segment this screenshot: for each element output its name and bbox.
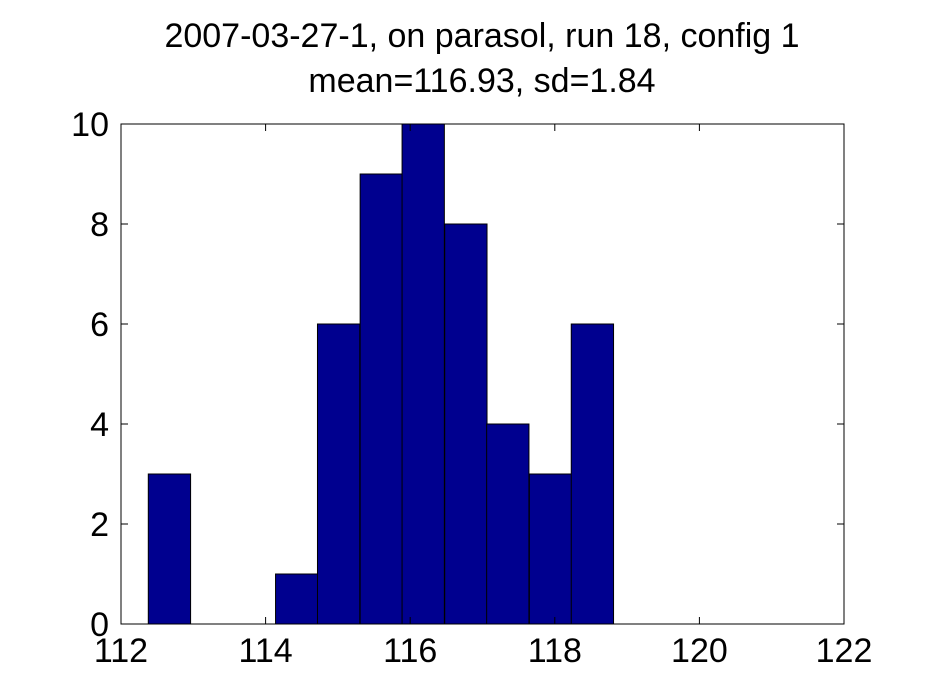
x-axis: 112 114 116 118 120 122 [94,124,872,670]
x-tick-label: 118 [528,632,582,670]
histogram-bar [486,423,530,625]
chart-subtitle: mean=116.93, sd=1.84 [308,62,655,100]
histogram-bar [316,323,361,625]
histogram-bar [359,173,403,625]
histogram-bar [147,473,192,625]
y-tick-label: 6 [90,306,109,344]
x-tick-label: 114 [238,632,292,670]
histogram-bar [401,123,445,625]
x-tick-label: 122 [816,632,873,670]
x-tick-label: 120 [671,632,728,670]
y-tick-label: 2 [90,506,109,544]
y-tick-label: 8 [90,206,109,244]
y-tick-label: 0 [90,606,109,644]
histogram-bar [570,323,615,625]
x-tick-label: 112 [94,632,148,670]
axes-box [120,123,845,625]
histogram-bar [275,573,319,625]
x-tick-label: 116 [383,632,437,670]
histogram-bar [444,223,488,625]
y-tick-label: 10 [71,106,109,144]
chart-title: 2007-03-27-1, on parasol, run 18, config… [164,17,799,55]
y-tick-label: 4 [90,406,109,444]
histogram-bar [528,473,573,625]
bars-group [147,123,615,625]
y-axis: 0 2 4 6 8 10 [71,106,844,644]
